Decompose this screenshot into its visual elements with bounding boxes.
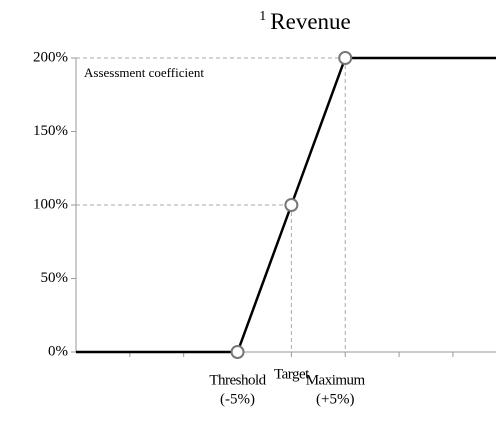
chart-title: 1 Revenue bbox=[259, 9, 350, 34]
x-annotation-sub: (-5%) bbox=[220, 391, 255, 407]
footnote-mark: 1 bbox=[259, 9, 266, 24]
y-tick-label: 150% bbox=[33, 123, 68, 139]
title-text: Revenue bbox=[270, 9, 350, 34]
x-annotation: Target bbox=[274, 366, 310, 382]
y-tick-label: 100% bbox=[33, 196, 68, 212]
x-annotation: Threshold bbox=[209, 372, 266, 388]
y-tick-label: 200% bbox=[33, 49, 68, 65]
y-axis-label: Assessment coefficient bbox=[84, 65, 204, 80]
x-annotation: Maximum bbox=[306, 372, 366, 388]
point-marker bbox=[284, 198, 299, 212]
y-tick-label: 0% bbox=[48, 343, 68, 359]
y-tick-label: 50% bbox=[41, 270, 69, 286]
x-annotation-sub: (+5%) bbox=[316, 391, 354, 407]
point-marker bbox=[230, 345, 245, 359]
point-marker bbox=[338, 51, 353, 65]
